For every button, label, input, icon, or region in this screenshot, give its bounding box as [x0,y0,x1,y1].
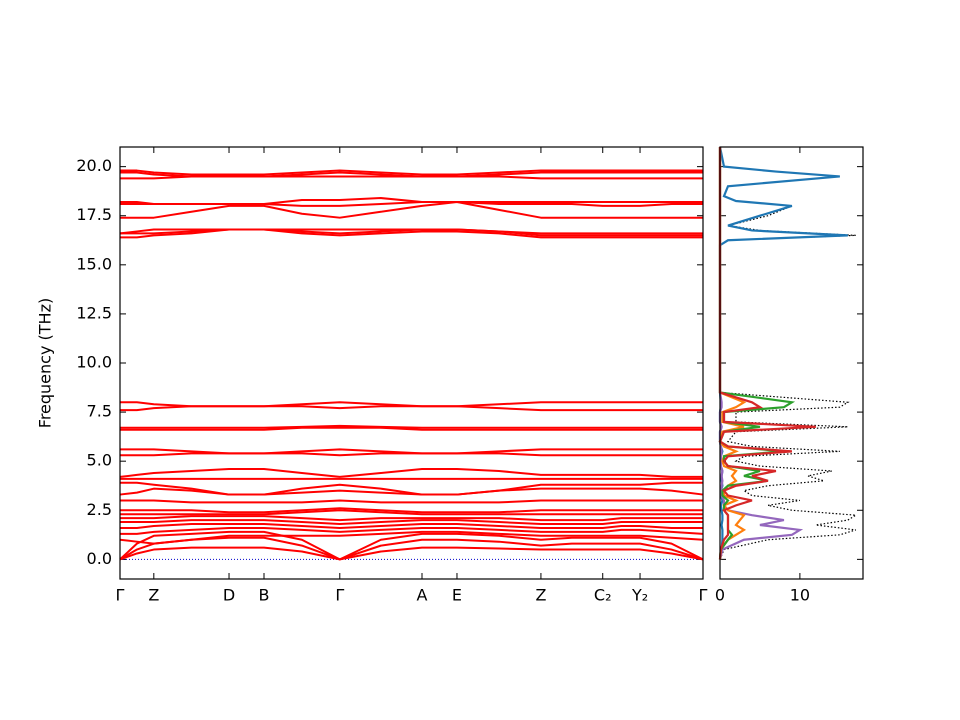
y-tick-label: 20.0 [76,156,112,175]
x-tick-label: 0 [715,586,725,605]
x-tick-label: 10 [790,586,810,605]
band-line [120,481,703,496]
x-tick-label: B [259,586,270,605]
band-line [120,523,703,529]
x-tick-label: Γ [335,586,344,605]
dos-line [719,146,858,560]
band-line [120,401,703,408]
band-line [120,169,703,176]
x-tick-label: Z [148,586,159,605]
x-tick-label: Γ [116,586,125,605]
y-tick-label: 10.0 [76,353,112,372]
plot-frame [719,146,864,580]
y-tick-label: 15.0 [76,254,112,273]
band-line [120,171,703,178]
x-tick-label: D [223,586,235,605]
band-line [119,468,703,478]
band-line [120,426,703,431]
band-line [119,530,704,545]
x-tick-label: Γ [699,586,708,605]
band-line [120,526,704,535]
y-tick-label: 5.0 [87,451,112,470]
x-tick-label: A [417,586,428,605]
band-line [119,546,704,561]
band-line [120,228,703,239]
y-tick-label: 17.5 [76,205,112,224]
plot-frame [119,146,704,580]
band-line [120,200,703,219]
y-axis-label: Frequency (THz) [36,298,55,428]
y-tick-label: 12.5 [76,303,112,322]
x-tick-label: Z [535,586,546,605]
band-line [120,515,703,522]
band-line [120,507,703,514]
x-tick-label: C₂ [594,586,612,605]
x-tick-label: Y₂ [631,586,648,605]
y-tick-label: 7.5 [87,402,112,421]
band-line [120,509,703,516]
band-line [120,424,703,429]
y-tick-label: 0.0 [87,549,112,568]
band-line [119,228,703,235]
band-line [120,519,703,526]
x-tick-label: E [452,586,462,605]
band-line [120,197,703,205]
band-line [119,530,704,561]
band-line [120,448,703,455]
band-line [120,499,703,504]
y-tick-label: 2.5 [87,500,112,519]
